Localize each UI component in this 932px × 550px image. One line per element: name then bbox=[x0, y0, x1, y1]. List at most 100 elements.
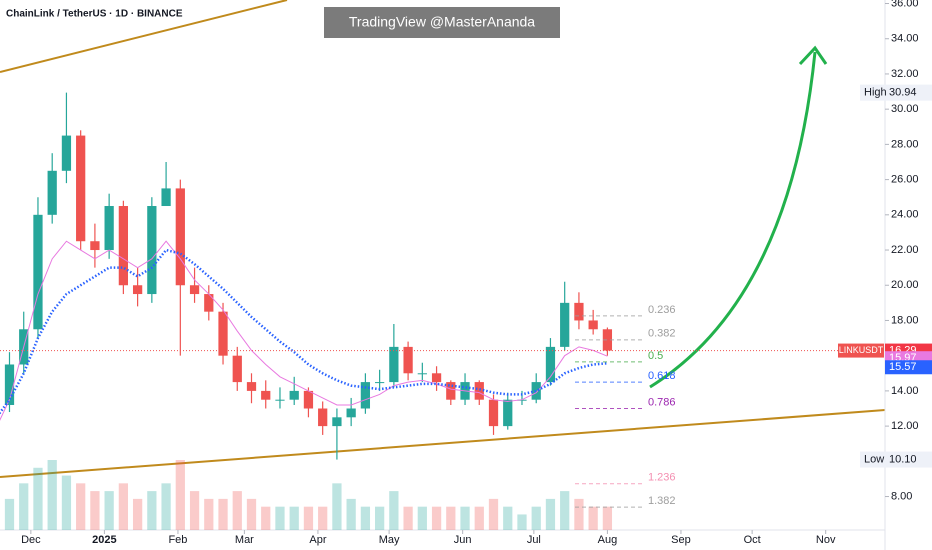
ma-tag bbox=[885, 360, 932, 375]
volume-bar bbox=[460, 506, 470, 530]
candle-body bbox=[360, 382, 371, 409]
fib-label: 0.236 bbox=[648, 304, 676, 316]
candle-body bbox=[161, 188, 171, 207]
volume-bar bbox=[61, 475, 72, 530]
candle-body bbox=[104, 206, 114, 251]
candle-body bbox=[346, 408, 356, 418]
y-tick-label: 20.00 bbox=[891, 279, 919, 291]
candle-body bbox=[374, 382, 385, 384]
fib-label: 1.236 bbox=[648, 472, 676, 484]
candle-body bbox=[175, 188, 185, 286]
volume-bar bbox=[403, 506, 413, 530]
y-tick-label: 12.00 bbox=[891, 420, 919, 432]
volume-bar bbox=[19, 483, 29, 530]
volume-bar bbox=[218, 498, 228, 530]
x-tick-label: 2025 bbox=[92, 534, 116, 546]
chart-title: ChainLink / TetherUS · 1D · BINANCE bbox=[6, 9, 183, 20]
y-tick-label: 8.00 bbox=[891, 490, 912, 502]
volume-bar bbox=[204, 498, 214, 530]
volume-bar bbox=[602, 506, 613, 530]
candle-body bbox=[474, 382, 484, 400]
volume-bar bbox=[531, 506, 541, 530]
volume-bar bbox=[360, 506, 371, 530]
ma-value: 15.57 bbox=[889, 361, 917, 373]
volume-bar bbox=[389, 491, 399, 530]
candle-body bbox=[189, 285, 200, 295]
fib-label: 0.786 bbox=[648, 396, 676, 408]
candle-body bbox=[431, 373, 442, 383]
candle-body bbox=[403, 346, 413, 374]
volume-bar bbox=[33, 467, 43, 530]
volume-bar bbox=[4, 498, 15, 530]
y-tick-label: 18.00 bbox=[891, 314, 919, 326]
symbol-tag bbox=[838, 343, 884, 358]
volume-bar bbox=[275, 506, 285, 530]
candle-body bbox=[332, 417, 342, 427]
x-tick-label: Jul bbox=[527, 534, 541, 546]
volume-bar bbox=[104, 491, 114, 530]
candle-body bbox=[588, 320, 598, 330]
trend-line-bottom bbox=[0, 409, 886, 478]
volume-bar bbox=[474, 506, 484, 530]
x-tick-label: Jun bbox=[454, 534, 472, 546]
y-tick-label: 22.00 bbox=[891, 244, 919, 256]
y-tick-label: 14.00 bbox=[891, 385, 919, 397]
volume-layer bbox=[4, 460, 613, 530]
extreme-name: High bbox=[864, 87, 887, 99]
fib-label: 0.382 bbox=[648, 328, 676, 340]
volume-bar bbox=[303, 506, 314, 530]
volume-bar bbox=[346, 498, 356, 530]
y-tick-label: 36.00 bbox=[891, 0, 919, 9]
x-tick-label: Oct bbox=[744, 534, 761, 546]
arrow-curve bbox=[649, 51, 817, 389]
candle-body bbox=[132, 285, 143, 295]
watermark-box bbox=[324, 7, 560, 38]
volume-bar bbox=[374, 506, 385, 530]
trend-line-top bbox=[0, 0, 288, 73]
volume-bar bbox=[161, 483, 171, 530]
candle-body bbox=[4, 364, 15, 405]
volume-bar bbox=[147, 491, 157, 530]
candle-body bbox=[218, 311, 228, 356]
x-tick-label: Dec bbox=[21, 534, 41, 546]
candle-body bbox=[90, 241, 100, 251]
moving-average bbox=[0, 240, 608, 421]
x-tick-label: Apr bbox=[309, 534, 326, 546]
candle-body bbox=[389, 346, 399, 383]
volume-bar bbox=[246, 498, 257, 530]
volume-bar bbox=[574, 498, 584, 530]
y-tick-label: 32.00 bbox=[891, 68, 919, 80]
candle-body bbox=[488, 399, 499, 427]
volume-bar bbox=[431, 506, 442, 530]
volume-bar bbox=[132, 498, 143, 530]
volume-bar bbox=[332, 483, 342, 530]
candle-body bbox=[545, 346, 556, 383]
volume-bar bbox=[446, 506, 456, 530]
volume-bar bbox=[588, 506, 598, 530]
volume-bar bbox=[261, 506, 271, 530]
candle-body bbox=[303, 390, 314, 409]
candle-body bbox=[246, 382, 257, 391]
volume-bar bbox=[47, 460, 57, 530]
candle-body bbox=[275, 399, 285, 401]
y-tick-label: 30.00 bbox=[891, 103, 919, 115]
candle-body bbox=[33, 214, 43, 330]
candle-body bbox=[118, 206, 129, 286]
candle-body bbox=[602, 329, 613, 351]
candle-body bbox=[261, 390, 271, 400]
extreme-value: 30.94 bbox=[889, 87, 917, 99]
extreme-tag bbox=[860, 451, 932, 468]
plot-layer bbox=[0, 92, 613, 460]
volume-bar bbox=[76, 483, 86, 530]
candle-body bbox=[204, 294, 214, 312]
extreme-tag bbox=[860, 84, 932, 101]
candle-body bbox=[147, 206, 157, 295]
candle-body bbox=[503, 399, 513, 427]
y-tick-label: 28.00 bbox=[891, 138, 919, 150]
volume-bar bbox=[417, 506, 427, 530]
x-tick-label: Aug bbox=[598, 534, 618, 546]
volume-bar bbox=[517, 514, 527, 530]
candle-body bbox=[289, 390, 299, 400]
x-tick-label: May bbox=[379, 534, 400, 546]
